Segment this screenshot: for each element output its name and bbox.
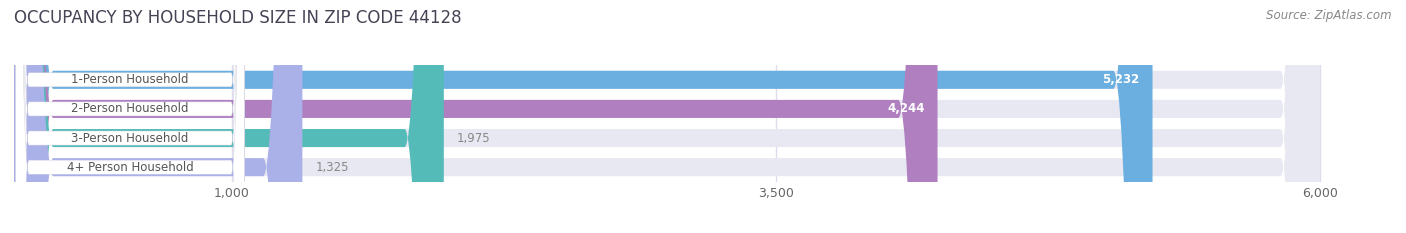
FancyBboxPatch shape (14, 0, 1320, 233)
FancyBboxPatch shape (15, 0, 245, 233)
Text: 1,325: 1,325 (315, 161, 349, 174)
FancyBboxPatch shape (14, 0, 1320, 233)
Text: OCCUPANCY BY HOUSEHOLD SIZE IN ZIP CODE 44128: OCCUPANCY BY HOUSEHOLD SIZE IN ZIP CODE … (14, 9, 461, 27)
Text: 1,975: 1,975 (457, 132, 491, 144)
Text: Source: ZipAtlas.com: Source: ZipAtlas.com (1267, 9, 1392, 22)
FancyBboxPatch shape (15, 0, 245, 233)
FancyBboxPatch shape (15, 0, 245, 233)
FancyBboxPatch shape (15, 0, 245, 233)
FancyBboxPatch shape (14, 0, 938, 233)
Text: 2-Person Household: 2-Person Household (72, 103, 188, 115)
FancyBboxPatch shape (14, 0, 302, 233)
FancyBboxPatch shape (14, 0, 1320, 233)
Text: 4+ Person Household: 4+ Person Household (66, 161, 194, 174)
Text: 3-Person Household: 3-Person Household (72, 132, 188, 144)
Text: 4,244: 4,244 (887, 103, 925, 115)
Text: 5,232: 5,232 (1102, 73, 1139, 86)
FancyBboxPatch shape (14, 0, 1320, 233)
FancyBboxPatch shape (14, 0, 444, 233)
FancyBboxPatch shape (14, 0, 1153, 233)
Text: 1-Person Household: 1-Person Household (72, 73, 188, 86)
